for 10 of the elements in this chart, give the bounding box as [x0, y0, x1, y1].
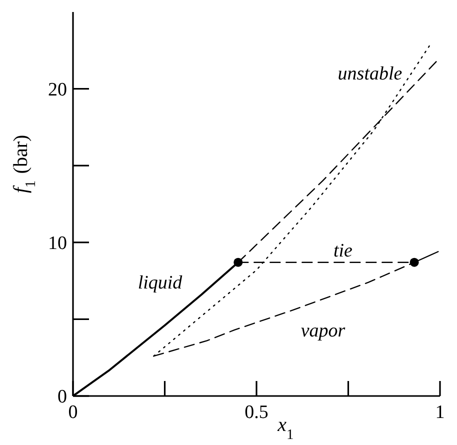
- x-axis-title: x$_{1}$: [276, 414, 294, 443]
- annotation: vapor: [300, 320, 346, 342]
- x-tick-label: 0.5: [244, 402, 268, 423]
- x-tick-label: 1: [435, 402, 445, 423]
- y-tick-label: 0: [58, 386, 67, 408]
- y-tick-label: 20: [48, 79, 67, 100]
- y-tick-label: 10: [48, 233, 67, 254]
- annotation: unstable: [338, 64, 402, 85]
- annotation: liquid: [138, 272, 183, 294]
- annotation: tie: [334, 240, 352, 262]
